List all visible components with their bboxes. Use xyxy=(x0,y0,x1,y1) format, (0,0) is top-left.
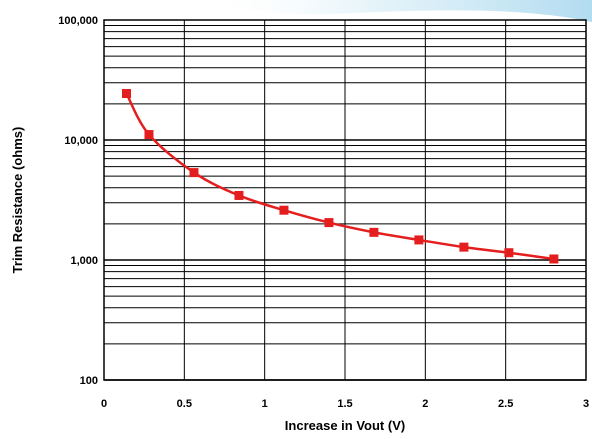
x-tick-label: 0.5 xyxy=(177,398,192,410)
grid-lines xyxy=(103,20,587,381)
y-tick-label: 100,000 xyxy=(58,15,98,27)
data-point-marker xyxy=(279,205,289,215)
x-tick-label: 1 xyxy=(262,398,268,410)
plot-frame xyxy=(103,19,587,381)
x-axis-title: Increase in Vout (V) xyxy=(285,418,405,433)
data-point-marker xyxy=(504,248,514,258)
y-tick-label: 10,000 xyxy=(64,135,98,147)
x-tick-label: 1.5 xyxy=(337,398,352,410)
x-tick-label: 0 xyxy=(101,398,107,410)
series-markers xyxy=(121,89,559,264)
y-tick-label: 100 xyxy=(80,375,98,387)
x-tick-labels: 0 0.5 1 1.5 2 2.5 3 xyxy=(101,398,589,410)
y-tick-labels: 100 1,000 10,000 100,000 xyxy=(58,15,98,387)
data-point-marker xyxy=(369,227,379,237)
data-point-marker xyxy=(144,130,154,140)
y-tick-label: 1,000 xyxy=(70,255,98,267)
data-point-marker xyxy=(414,235,424,245)
data-point-marker xyxy=(324,218,334,228)
data-point-marker xyxy=(549,254,559,264)
data-point-marker xyxy=(459,242,469,252)
data-point-marker xyxy=(234,190,244,200)
x-tick-label: 3 xyxy=(583,398,589,410)
background-banner xyxy=(200,0,592,22)
data-point-marker xyxy=(189,168,199,178)
x-tick-label: 2 xyxy=(422,398,428,410)
x-tick-label: 2.5 xyxy=(498,398,513,410)
data-point-marker xyxy=(121,89,131,99)
y-axis-title: Trim Resistance (ohms) xyxy=(10,127,25,274)
